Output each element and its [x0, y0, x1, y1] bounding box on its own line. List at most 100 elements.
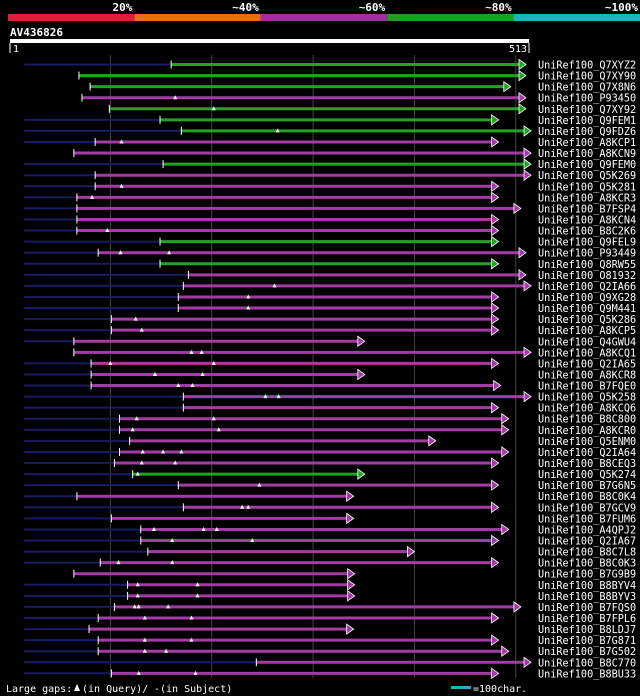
- hit-label[interactable]: UniRef100_B7G871: [538, 636, 636, 647]
- gaps-prefix: Large gaps:: [6, 684, 72, 695]
- query-gap-marker: [135, 582, 140, 587]
- hit-label[interactable]: UniRef100_B8C800: [538, 415, 636, 426]
- hit-end-arrow: [523, 390, 532, 403]
- hit-label[interactable]: UniRef100_Q7XYZ2: [538, 61, 636, 72]
- hit-end-arrow: [347, 579, 356, 591]
- hit-row: UniRef100_Q5K274: [24, 468, 636, 481]
- query-gap-marker: [201, 526, 206, 531]
- hit-label[interactable]: UniRef100_Q9FEM0: [538, 160, 636, 171]
- hit-label[interactable]: UniRef100_Q2IA66: [538, 282, 636, 293]
- hit-label[interactable]: UniRef100_A8KCN9: [538, 149, 636, 160]
- hit-label[interactable]: UniRef100_Q9FEM1: [538, 116, 636, 127]
- hit-row: UniRef100_B7G6N5: [24, 479, 636, 492]
- hit-label[interactable]: UniRef100_Q2IA65: [538, 359, 636, 370]
- hit-label[interactable]: UniRef100_Q5K269: [538, 171, 636, 182]
- hit-label[interactable]: UniRef100_B7G6N5: [538, 481, 636, 492]
- legend-swatch-2: [134, 14, 261, 21]
- hit-label[interactable]: UniRef100_B7FSP4: [538, 204, 636, 215]
- hit-end-arrow: [491, 667, 500, 680]
- hit-label[interactable]: UniRef100_B7G502: [538, 647, 636, 658]
- query-gap-marker: [167, 250, 172, 255]
- query-gap-marker: [161, 449, 166, 454]
- hit-label[interactable]: UniRef100_Q9M441: [538, 304, 636, 315]
- hit-label[interactable]: UniRef100_B8C7L8: [538, 548, 636, 559]
- query-gap-marker: [189, 349, 194, 354]
- hit-label[interactable]: UniRef100_B8BU33: [538, 669, 636, 680]
- hit-label[interactable]: UniRef100_Q7XY90: [538, 72, 636, 83]
- hit-label[interactable]: UniRef100_Q2IA67: [538, 537, 636, 548]
- hit-end-arrow: [491, 457, 500, 469]
- hit-label[interactable]: UniRef100_P93449: [538, 249, 636, 260]
- hit-label[interactable]: UniRef100_A8KCR8: [538, 370, 636, 381]
- hit-label[interactable]: UniRef100_P93450: [538, 94, 636, 105]
- hit-row: UniRef100_Q2IA67: [24, 534, 636, 548]
- hit-label[interactable]: UniRef100_Q9XG28: [538, 293, 636, 304]
- query-gap-marker: [164, 648, 169, 653]
- hit-label[interactable]: UniRef100_B8LDJ7: [538, 625, 636, 636]
- query-gap-marker: [240, 504, 245, 509]
- hit-label[interactable]: UniRef100_Q9FDZ6: [538, 127, 636, 138]
- hit-row: UniRef100_B7G871: [24, 634, 636, 647]
- hit-end-arrow: [523, 656, 532, 669]
- hit-label[interactable]: UniRef100_Q5K274: [538, 470, 636, 481]
- query-bar: [10, 39, 529, 43]
- hit-label[interactable]: UniRef100_B7FPL6: [538, 614, 636, 625]
- query-gap-marker: [173, 95, 178, 100]
- hit-end-arrow: [501, 412, 510, 425]
- legend-label-5: ~100%: [605, 1, 638, 14]
- query-gap-marker: [170, 560, 175, 565]
- hit-label[interactable]: UniRef100_B8CEQ3: [538, 459, 636, 470]
- hit-label[interactable]: UniRef100_A8KCP5: [538, 326, 636, 337]
- hit-label[interactable]: UniRef100_Q5K286: [538, 315, 636, 326]
- hit-label[interactable]: UniRef100_A8KCR3: [538, 193, 636, 204]
- hit-end-arrow: [357, 468, 366, 480]
- hit-label[interactable]: UniRef100_Q9FEL9: [538, 238, 636, 249]
- hit-label[interactable]: UniRef100_B7FQE0: [538, 382, 636, 393]
- hit-label[interactable]: UniRef100_A8KCP1: [538, 138, 636, 149]
- hit-label[interactable]: UniRef100_O81932: [538, 271, 636, 282]
- hit-label[interactable]: UniRef100_B8BYV4: [538, 581, 636, 592]
- hit-end-arrow: [491, 114, 500, 126]
- query-gap-marker: [152, 371, 157, 376]
- hit-label[interactable]: UniRef100_Q7X8N6: [538, 83, 636, 94]
- hit-label[interactable]: UniRef100_Q5K258: [538, 393, 636, 404]
- hit-label[interactable]: UniRef100_B8C0K4: [538, 492, 636, 503]
- hit-label[interactable]: UniRef100_B7GCV9: [538, 503, 636, 514]
- hit-row: UniRef100_Q2IA66: [24, 280, 636, 293]
- hit-row: UniRef100_Q2IA64: [24, 446, 636, 459]
- query-gap-marker: [189, 637, 194, 642]
- query-gap-marker: [199, 349, 204, 354]
- hit-label[interactable]: UniRef100_B7FQS0: [538, 603, 636, 614]
- hit-label[interactable]: UniRef100_Q4GWU4: [538, 337, 636, 348]
- hit-label[interactable]: UniRef100_B7G9B9: [538, 570, 636, 581]
- legend-swatch-5: [513, 14, 640, 21]
- hit-end-arrow: [346, 623, 355, 635]
- hit-label[interactable]: UniRef100_Q5K281: [538, 182, 636, 193]
- hit-label[interactable]: UniRef100_A8KCR0: [538, 426, 636, 437]
- hit-label[interactable]: UniRef100_A8KCQ6: [538, 404, 636, 415]
- hit-row: UniRef100_B7G502: [24, 645, 636, 658]
- hit-label[interactable]: UniRef100_B8C0K3: [538, 559, 636, 570]
- query-gap-marker: [134, 416, 139, 421]
- hit-label[interactable]: UniRef100_B8BYV3: [538, 592, 636, 603]
- hit-label[interactable]: UniRef100_B7FUM6: [538, 514, 636, 525]
- legend-label-3: ~60%: [359, 1, 386, 14]
- hit-row: UniRef100_Q5K281: [24, 180, 636, 193]
- hit-label[interactable]: UniRef100_A8KCN4: [538, 215, 636, 226]
- hit-label[interactable]: UniRef100_A8KCQ1: [538, 348, 636, 359]
- hit-end-arrow: [491, 479, 500, 491]
- hit-label[interactable]: UniRef100_B8C2K6: [538, 227, 636, 238]
- hit-end-arrow: [357, 368, 366, 381]
- query-gap-marker: [173, 460, 178, 465]
- hit-row: UniRef100_A8KCP5: [24, 324, 636, 337]
- hit-label[interactable]: UniRef100_A4QPJ2: [538, 525, 636, 536]
- hit-label[interactable]: UniRef100_B8C770: [538, 658, 636, 669]
- gaps-subject-label: (in Subject): [160, 684, 232, 695]
- hit-label[interactable]: UniRef100_Q7XY92: [538, 105, 636, 116]
- hit-label[interactable]: UniRef100_Q2IA64: [538, 448, 636, 459]
- hit-end-arrow: [491, 612, 500, 624]
- hit-label[interactable]: UniRef100_Q5ENM0: [538, 437, 636, 448]
- hit-row: UniRef100_A8KCR3: [24, 191, 636, 204]
- hit-label[interactable]: UniRef100_Q8RW55: [538, 260, 636, 271]
- hit-row: UniRef100_B7FSP4: [24, 202, 636, 215]
